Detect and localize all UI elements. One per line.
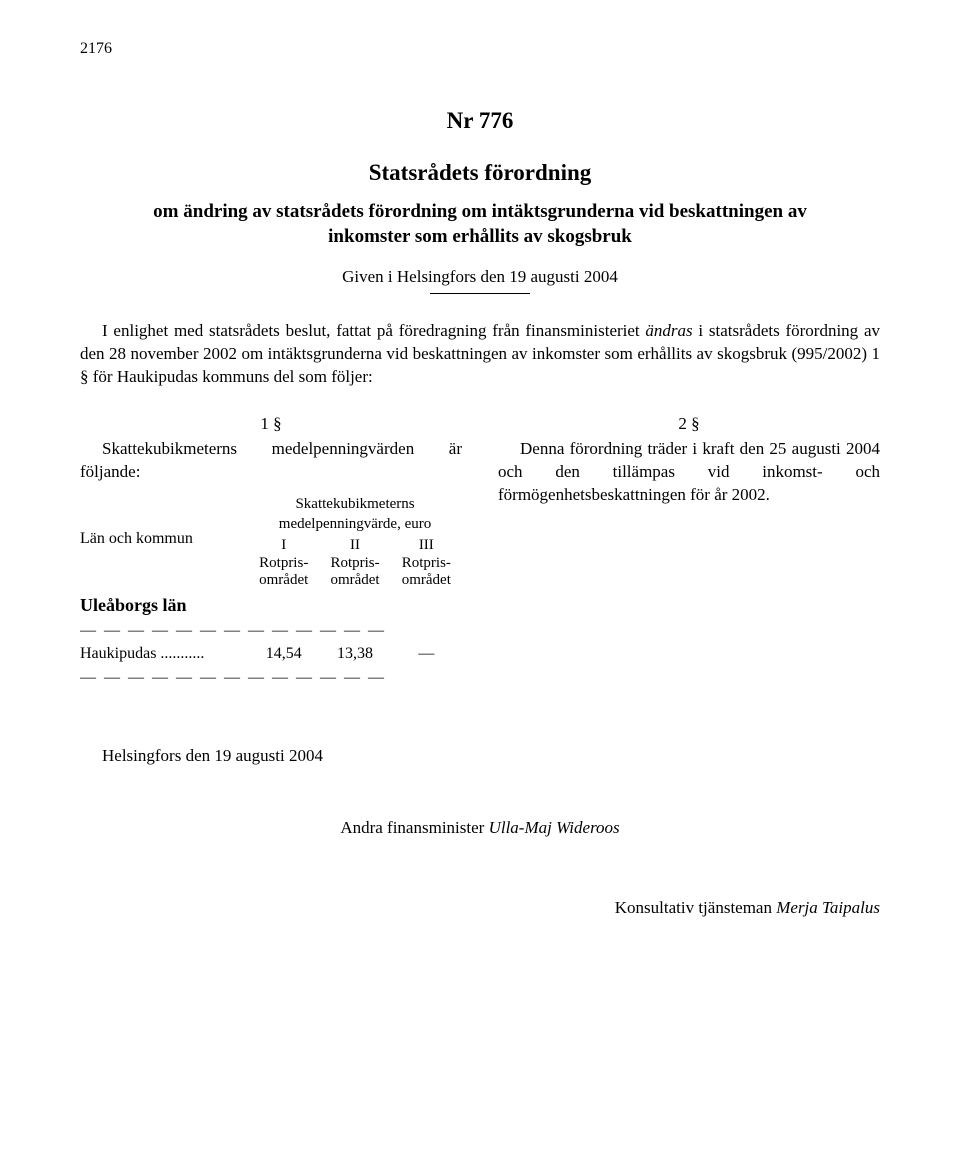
row-values: 14,54 13,38 —: [248, 643, 462, 665]
rot-2b: området: [319, 572, 390, 589]
section-1-number: 1 §: [80, 413, 462, 436]
county-name: Uleåborgs län: [80, 593, 462, 617]
consultant-title: Konsultativ tjänsteman: [615, 898, 776, 917]
val-3: —: [391, 643, 462, 665]
rot-2c: området: [391, 572, 462, 589]
table-row: Haukipudas ........... 14,54 13,38 —: [80, 643, 462, 665]
minister-line: Andra finansminister Ulla-Maj Wideroos: [80, 818, 880, 838]
table-header: Län och kommun Skattekubikmeterns medelp…: [80, 494, 462, 589]
document-body: Nr 776 Statsrådets förordning om ändring…: [80, 108, 880, 918]
rot-1b: Rotpris-: [319, 555, 390, 572]
preamble: I enlighet med statsrådets beslut, fatta…: [80, 320, 880, 389]
table-header-top: Skattekubikmeterns: [248, 494, 462, 514]
rotpris-row-2: området området området: [248, 572, 462, 589]
given-at: Given i Helsingfors den 19 augusti 2004: [80, 267, 880, 287]
minister-name: Ulla-Maj Wideroos: [489, 818, 620, 837]
rot-1a: Rotpris-: [248, 555, 319, 572]
preamble-verb: ändras: [645, 321, 692, 340]
val-1: 14,54: [248, 643, 319, 665]
roman-numerals: I II III: [248, 535, 462, 555]
preamble-lead: I enlighet med statsrådets beslut, fatta…: [102, 321, 640, 340]
table-right-header: Skattekubikmeterns medelpenningvärde, eu…: [248, 494, 462, 589]
consultant-line: Konsultativ tjänsteman Merja Taipalus: [80, 898, 880, 918]
consultant-name: Merja Taipalus: [776, 898, 880, 917]
doc-number: Nr 776: [80, 108, 880, 134]
right-column: 2 § Denna förordning träder i kraft den …: [498, 413, 880, 690]
rot-1c: Rotpris-: [391, 555, 462, 572]
doc-title: Statsrådets förordning: [80, 160, 880, 186]
roman-2: II: [319, 535, 390, 555]
rotpris-row-1: Rotpris- Rotpris- Rotpris-: [248, 555, 462, 572]
roman-1: I: [248, 535, 319, 555]
roman-3: III: [391, 535, 462, 555]
table: Län och kommun Skattekubikmeterns medelp…: [80, 494, 462, 688]
doc-subject: om ändring av statsrådets förordning om …: [120, 200, 840, 249]
dashline-top: — — — — — — — — — — — — —: [80, 620, 462, 642]
table-header-mid: medelpenningvärde, euro: [248, 514, 462, 534]
minister-title: Andra finansminister: [340, 818, 488, 837]
page-number: 2176: [80, 40, 112, 58]
row-label: Haukipudas ...........: [80, 643, 248, 665]
val-2: 13,38: [319, 643, 390, 665]
table-left-label: Län och kommun: [80, 494, 248, 589]
rot-2a: området: [248, 572, 319, 589]
left-column: 1 § Skattekubikmeterns medelpenningvärde…: [80, 413, 462, 690]
section-1-text: Skattekubikmeterns medelpenningvärden är…: [80, 438, 462, 484]
section-2-text: Denna förordning träder i kraft den 25 a…: [498, 438, 880, 507]
dashline-bottom: — — — — — — — — — — — — —: [80, 667, 462, 689]
section-2-number: 2 §: [498, 413, 880, 436]
divider-short: [430, 293, 530, 294]
signed-at: Helsingfors den 19 augusti 2004: [80, 746, 880, 766]
two-column-layout: 1 § Skattekubikmeterns medelpenningvärde…: [80, 413, 880, 690]
